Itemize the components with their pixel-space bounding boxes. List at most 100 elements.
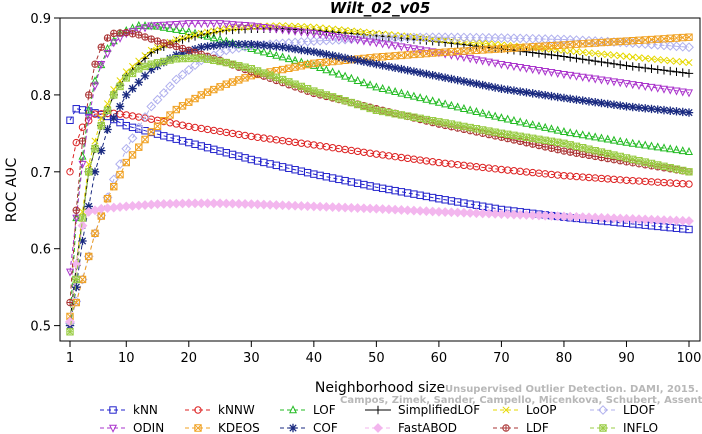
legend-label-odin: ODIN — [133, 421, 164, 434]
data-point-kdeos — [128, 151, 137, 159]
data-point-odin — [84, 114, 93, 123]
data-point-odin — [484, 58, 493, 67]
data-point-odin — [178, 20, 187, 29]
data-point-fastabod — [584, 212, 594, 223]
data-point-inflo — [216, 57, 224, 66]
x-tick-label: 30 — [243, 351, 260, 366]
legend-label-fastabod: FastABOD — [398, 421, 457, 434]
data-point-kdeos — [641, 36, 649, 44]
data-point-loop — [685, 59, 693, 67]
data-point-odin — [303, 29, 312, 38]
data-point-inflo — [116, 82, 124, 91]
data-point-cof — [147, 65, 156, 74]
data-point-fastabod — [446, 207, 457, 218]
data-point-odin — [103, 50, 112, 59]
data-point-loop — [172, 35, 180, 44]
data-point-odin — [259, 24, 268, 33]
x-tick-label: 50 — [368, 351, 385, 366]
data-point-fastabod — [452, 207, 463, 218]
data-point-odin — [153, 22, 162, 31]
x-tick-label: 20 — [181, 351, 198, 366]
data-point-odin — [172, 20, 181, 29]
data-point-odin — [516, 63, 525, 72]
data-point-odin — [553, 69, 562, 78]
legend-label-cof: COF — [313, 421, 338, 434]
data-point-inflo — [679, 166, 687, 175]
legend-label-kdeos: KDEOS — [218, 421, 260, 434]
data-point-odin — [634, 82, 643, 91]
data-point-cof — [90, 167, 100, 177]
data-point-inflo — [297, 82, 306, 91]
data-point-inflo — [135, 65, 143, 73]
data-point-cof — [490, 83, 500, 92]
data-point-simplifiedlof — [603, 58, 612, 68]
data-point-inflo — [585, 145, 593, 153]
data-point-ldof — [502, 33, 513, 44]
data-point-fastabod — [383, 204, 394, 215]
data-point-cof — [209, 41, 219, 50]
data-point-odin — [591, 75, 600, 84]
data-point-inflo — [353, 100, 362, 109]
data-point-cof — [484, 82, 494, 91]
data-point-lof — [559, 127, 568, 136]
data-point-kdeos — [291, 63, 299, 71]
data-point-lof — [678, 146, 687, 155]
data-point-inflo — [247, 65, 256, 73]
data-point-cof — [434, 72, 444, 81]
data-point-lof — [316, 63, 325, 72]
data-point-cof — [453, 75, 462, 85]
data-point-loop — [629, 53, 637, 61]
data-point-knn — [185, 138, 193, 147]
data-point-cof — [559, 93, 569, 103]
data-point-fastabod — [396, 205, 407, 215]
data-point-inflo — [203, 55, 212, 63]
data-point-inflo — [397, 111, 406, 119]
data-point-inflo — [472, 125, 481, 133]
data-point-inflo — [597, 148, 606, 156]
data-point-fastabod — [265, 199, 275, 210]
data-point-odin — [209, 20, 218, 29]
data-point-lof — [553, 125, 562, 134]
data-point-loop — [597, 50, 606, 58]
data-point-odin — [141, 24, 150, 33]
legend-marker-lof — [288, 405, 298, 414]
data-point-cof — [503, 85, 512, 94]
data-point-cof — [397, 64, 406, 74]
data-point-simplifiedlof — [184, 33, 193, 43]
legend-marker-fastabod — [373, 423, 383, 433]
data-point-lof — [409, 91, 418, 100]
data-point-lof — [403, 90, 412, 99]
data-point-loop — [310, 23, 318, 31]
data-point-fastabod — [302, 201, 313, 212]
data-point-cof — [497, 84, 506, 93]
data-point-lof — [622, 137, 631, 146]
data-point-ldf — [178, 44, 187, 53]
data-point-inflo — [66, 328, 74, 336]
data-point-lof — [641, 140, 650, 149]
legend-marker-simplifiedlof — [373, 405, 383, 415]
data-point-inflo — [122, 74, 130, 82]
data-point-kdeos — [278, 65, 287, 74]
data-point-odin — [216, 20, 225, 29]
data-point-fastabod — [559, 211, 569, 222]
data-point-odin — [659, 85, 668, 94]
data-point-inflo — [560, 139, 568, 148]
data-point-simplifiedlof — [634, 63, 644, 72]
data-point-lof — [491, 111, 500, 120]
data-point-kdeos — [285, 64, 293, 72]
data-point-cof — [603, 99, 612, 109]
data-point-cof — [197, 43, 206, 52]
data-point-simplifiedlof — [591, 56, 600, 66]
legend-label-knn: kNN — [133, 403, 158, 417]
data-point-odin — [403, 44, 412, 53]
data-point-inflo — [328, 93, 337, 101]
data-point-fastabod — [427, 206, 438, 217]
data-point-inflo — [91, 145, 99, 153]
data-point-kdeos — [97, 212, 105, 220]
data-point-inflo — [441, 119, 449, 127]
data-point-lof — [616, 136, 625, 145]
data-point-odin — [322, 32, 331, 41]
legend-item-knnw: kNNW — [185, 403, 255, 417]
data-point-fastabod — [646, 214, 657, 225]
data-point-cof — [540, 91, 550, 100]
